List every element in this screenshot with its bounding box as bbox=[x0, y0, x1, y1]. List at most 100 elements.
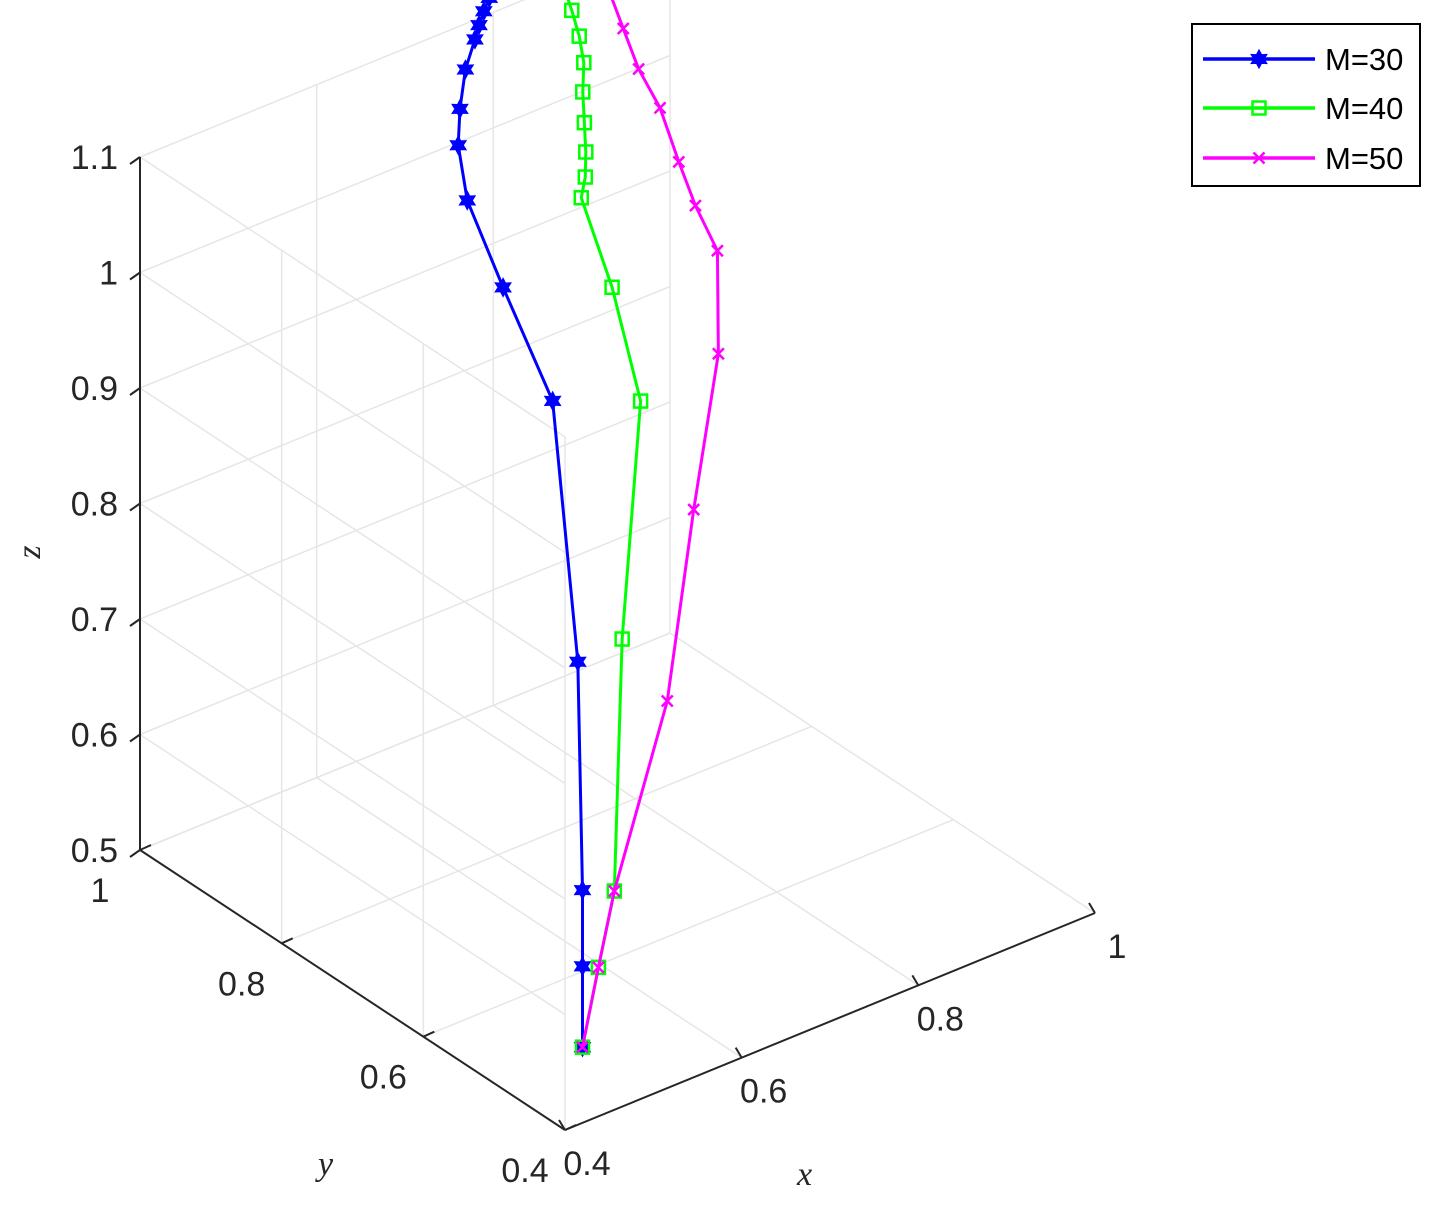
y-tick-3 bbox=[139, 844, 152, 851]
series-1-point-10 bbox=[575, 84, 591, 100]
y-tick-label-1: 0.6 bbox=[360, 1059, 407, 1097]
grid-line-z-left-3 bbox=[139, 502, 566, 785]
x-tick-1 bbox=[734, 1047, 743, 1059]
series-0-point-9 bbox=[456, 59, 475, 80]
series-2-point-4 bbox=[687, 503, 701, 516]
series-0 bbox=[449, 0, 592, 1058]
grid-line-z-left-4 bbox=[139, 387, 566, 669]
grid-line-z-back-4 bbox=[139, 170, 671, 389]
legend-entry-2: M=50 bbox=[1203, 141, 1403, 176]
y-axis-line bbox=[139, 849, 566, 1131]
series-2-point-7 bbox=[689, 199, 702, 212]
grid-line-y-floor-3 bbox=[139, 632, 671, 851]
series-2-point-3 bbox=[660, 694, 674, 708]
z-tick-label-4: 0.9 bbox=[71, 370, 118, 408]
grid-line-z-left-1 bbox=[139, 733, 566, 1016]
grid-line-x-floor-3 bbox=[669, 632, 1096, 914]
legend-label-1: M=40 bbox=[1325, 91, 1403, 126]
y-axis-label: y bbox=[315, 1146, 334, 1183]
z-axis-label: z bbox=[11, 545, 48, 559]
z-tick-label-0: 0.5 bbox=[71, 832, 118, 870]
series-1-point-11 bbox=[576, 54, 592, 71]
series-1 bbox=[564, 0, 649, 1055]
grid-line-z-left-2 bbox=[139, 618, 566, 900]
series-2 bbox=[576, 0, 725, 1054]
y-tick-label-0: 0.4 bbox=[501, 1152, 548, 1190]
z-tick-label-5: 1 bbox=[99, 255, 118, 293]
series-0-point-7 bbox=[449, 134, 468, 156]
legend-marker-symbol-0 bbox=[1250, 48, 1268, 70]
x-tick-0 bbox=[558, 1119, 566, 1131]
axis-layer bbox=[129, 156, 1096, 1131]
y-tick-label-3: 1 bbox=[91, 872, 110, 910]
grid-line-z-back-3 bbox=[139, 285, 671, 505]
series-0-point-10 bbox=[466, 29, 484, 50]
series-line-0 bbox=[456, 0, 584, 1048]
z-tick-1 bbox=[129, 733, 141, 743]
series-2-point-6 bbox=[711, 244, 724, 258]
legend-entry-0: M=30 bbox=[1203, 42, 1403, 77]
x-tick-label-1: 0.6 bbox=[740, 1073, 787, 1111]
series-1-point-3 bbox=[614, 631, 630, 647]
x-tick-2 bbox=[911, 974, 920, 986]
x-tick-label-0: 0.4 bbox=[563, 1145, 610, 1183]
series-1-point-5 bbox=[604, 279, 620, 296]
series-2-point-2 bbox=[607, 884, 621, 898]
series-2-point-11 bbox=[616, 22, 630, 35]
grid-line-z-back-1 bbox=[139, 516, 671, 736]
y-tick-1 bbox=[422, 1030, 435, 1038]
z-tick-2 bbox=[129, 618, 141, 627]
legend-label-0: M=30 bbox=[1325, 42, 1403, 77]
series-0-point-8 bbox=[451, 98, 469, 120]
series-2-point-5 bbox=[711, 347, 725, 361]
grid-line-x-floor-1 bbox=[316, 777, 743, 1059]
grid-line-z-left-5 bbox=[139, 271, 566, 554]
x-axis-label: x bbox=[796, 1156, 812, 1193]
legend-marker-symbol-2 bbox=[1252, 151, 1266, 165]
z-tick-4 bbox=[129, 387, 141, 396]
grid-line-x-floor-2 bbox=[492, 704, 919, 986]
series-2-point-0 bbox=[576, 1040, 589, 1054]
series-1-point-12 bbox=[571, 28, 587, 44]
z-tick-5 bbox=[129, 271, 141, 281]
z-tick-label-2: 0.7 bbox=[71, 601, 118, 639]
series-1-point-6 bbox=[573, 190, 590, 206]
z-tick-label-1: 0.6 bbox=[71, 717, 118, 755]
series-2-point-9 bbox=[653, 101, 667, 115]
series-0-point-5 bbox=[494, 277, 512, 298]
series-0-point-1 bbox=[573, 956, 592, 977]
z-tick-label-3: 0.8 bbox=[71, 486, 118, 524]
series-0-point-13 bbox=[480, 0, 499, 9]
series-0-point-2 bbox=[573, 879, 592, 901]
legend: M=30 M=40 M=50 bbox=[1191, 23, 1421, 187]
series-1-point-4 bbox=[632, 393, 649, 409]
z-tick-3 bbox=[129, 502, 141, 512]
grid-line-z-back-6 bbox=[139, 0, 526, 158]
grid-line-y-floor-2 bbox=[281, 725, 812, 945]
series-0-point-4 bbox=[543, 390, 562, 412]
series-2-point-8 bbox=[672, 155, 686, 169]
series-line-1 bbox=[566, 0, 643, 1048]
z-tick-6 bbox=[129, 156, 141, 165]
x-tick-3 bbox=[1088, 902, 1096, 914]
grid-layer bbox=[139, 0, 1096, 1131]
x-axis-line bbox=[564, 912, 1096, 1131]
series-0-point-11 bbox=[470, 14, 488, 36]
series-0-point-3 bbox=[568, 651, 587, 673]
series-0-point-6 bbox=[458, 190, 477, 211]
grid-line-z-left-6 bbox=[139, 156, 566, 438]
y-tick-label-2: 0.8 bbox=[218, 965, 265, 1003]
label-layer: 0.40.60.810.40.60.810.50.60.70.80.911.1 bbox=[71, 139, 1127, 1190]
legend-marker-1 bbox=[1251, 100, 1267, 116]
x-tick-label-2: 0.8 bbox=[917, 1000, 964, 1038]
y-tick-0 bbox=[564, 1124, 577, 1131]
legend-marker-symbol-1 bbox=[1251, 100, 1267, 116]
z-tick-label-6: 1.1 bbox=[71, 139, 118, 177]
series-layer bbox=[449, 0, 725, 1058]
legend-entry-1: M=40 bbox=[1203, 91, 1403, 126]
series-1-point-8 bbox=[578, 144, 594, 160]
series-1-point-9 bbox=[576, 114, 593, 131]
grid-line-y-floor-1 bbox=[423, 818, 954, 1038]
legend-label-2: M=50 bbox=[1325, 141, 1403, 176]
